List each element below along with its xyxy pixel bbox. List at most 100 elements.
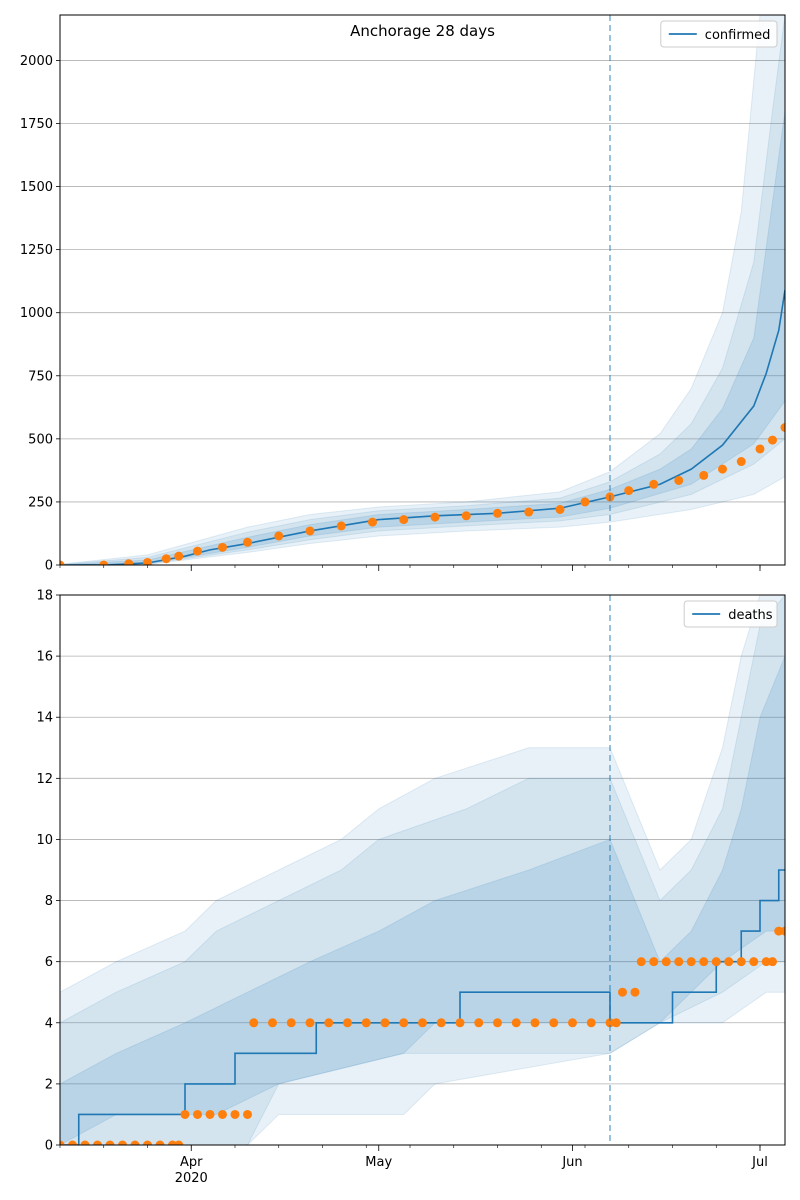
observed-point xyxy=(343,1018,352,1028)
observed-point xyxy=(580,497,590,507)
observed-point xyxy=(711,957,721,967)
y-tick-label: 18 xyxy=(36,589,53,604)
x-tick-label: Jun xyxy=(561,1155,582,1170)
observed-point xyxy=(493,508,502,518)
uncertainty-band xyxy=(60,110,785,565)
observed-point xyxy=(761,957,771,967)
observed-point xyxy=(436,1018,446,1028)
observed-point xyxy=(399,1018,409,1028)
observed-point xyxy=(568,1018,577,1028)
observed-point xyxy=(493,1018,502,1028)
observed-point xyxy=(611,1018,621,1028)
y-tick-label: 6 xyxy=(45,955,53,970)
observed-point xyxy=(674,957,684,967)
y-tick-label: 1000 xyxy=(20,306,53,321)
observed-point xyxy=(243,537,252,547)
y-tick-label: 0 xyxy=(45,1139,53,1154)
observed-point xyxy=(418,1018,427,1028)
observed-point xyxy=(143,1140,152,1145)
y-tick-label: 500 xyxy=(28,432,53,447)
plot-area xyxy=(60,595,785,1145)
observed-point xyxy=(286,1018,296,1028)
observed-point xyxy=(249,1018,259,1028)
y-tick-label: 8 xyxy=(45,894,53,909)
observed-point xyxy=(161,554,171,564)
uncertainty-band xyxy=(60,595,785,1145)
observed-point xyxy=(474,1018,484,1028)
observed-point xyxy=(736,457,746,467)
y-tick-label: 1500 xyxy=(20,180,53,195)
y-tick-label: 750 xyxy=(28,369,53,384)
observed-point xyxy=(268,1018,277,1028)
observed-point xyxy=(755,444,765,454)
observed-point xyxy=(774,926,784,936)
observed-point xyxy=(430,512,440,522)
observed-point xyxy=(549,1018,559,1028)
observed-point xyxy=(336,521,346,531)
observed-point xyxy=(93,1140,102,1145)
observed-point xyxy=(274,531,284,541)
x-tick-label: Apr xyxy=(180,1155,203,1170)
observed-point xyxy=(736,957,746,967)
axes-frame xyxy=(59,14,786,566)
observed-point xyxy=(768,435,777,445)
observed-point xyxy=(630,987,640,997)
observed-point xyxy=(718,464,727,474)
observed-point xyxy=(60,560,65,565)
observed-point xyxy=(218,1109,227,1119)
observed-point xyxy=(724,957,734,967)
observed-point xyxy=(661,957,671,967)
y-tick-label: 1750 xyxy=(20,117,53,132)
observed-point xyxy=(699,957,709,967)
confirmed-panel: 0 250 500 750 1000 1250 1500 1750 2000 Anchorage … xyxy=(20,14,786,574)
observed-point xyxy=(699,470,709,480)
observed-point xyxy=(649,479,659,489)
observed-point xyxy=(780,926,785,936)
observed-point xyxy=(130,1140,140,1145)
axes-frame xyxy=(59,594,786,1146)
uncertainty-band xyxy=(60,595,785,1145)
observed-point xyxy=(193,546,202,556)
y-tick-label: 12 xyxy=(36,772,53,787)
legend-box xyxy=(683,600,778,628)
legend-label: deaths xyxy=(728,608,773,623)
observed-point xyxy=(674,475,684,485)
observed-point xyxy=(649,957,659,967)
observed-point xyxy=(780,423,785,432)
legend-box xyxy=(660,20,778,48)
observed-point xyxy=(624,486,634,496)
y-tick-label: 2000 xyxy=(20,54,53,69)
observed-point xyxy=(511,1018,521,1028)
observed-point xyxy=(361,1018,371,1028)
observed-point xyxy=(118,1140,127,1145)
observed-point xyxy=(174,1140,184,1145)
observed-point xyxy=(618,987,627,997)
observed-point xyxy=(124,559,134,565)
observed-point xyxy=(80,1140,90,1145)
observed-point xyxy=(230,1109,240,1119)
observed-point xyxy=(605,1018,615,1028)
x-tick-label: May xyxy=(365,1155,392,1170)
observed-point xyxy=(193,1109,202,1119)
uncertainty-band xyxy=(60,15,785,565)
observed-point xyxy=(205,1109,215,1119)
uncertainty-band xyxy=(60,655,785,1145)
observed-point xyxy=(380,1018,390,1028)
observed-point xyxy=(399,515,409,525)
observed-point xyxy=(636,957,646,967)
observed-point xyxy=(180,1109,190,1119)
observed-point xyxy=(305,526,315,536)
observed-point xyxy=(305,1018,315,1028)
observed-point xyxy=(60,1140,65,1145)
y-tick-label: 10 xyxy=(36,833,53,848)
observed-point xyxy=(155,1140,165,1145)
observed-point xyxy=(368,517,377,527)
y-tick-label: 0 xyxy=(45,559,53,574)
legend: deaths xyxy=(683,600,778,628)
y-tick-label: 14 xyxy=(36,711,53,726)
observed-point xyxy=(586,1018,596,1028)
y-tick-label: 250 xyxy=(28,495,53,510)
x-tick-label: Jul xyxy=(751,1155,768,1170)
